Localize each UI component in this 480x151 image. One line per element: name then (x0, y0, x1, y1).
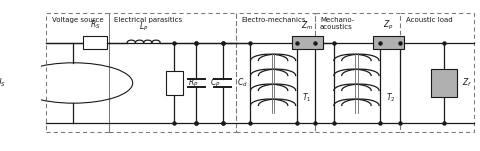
Text: $R_P$: $R_P$ (188, 77, 199, 89)
Text: Electro-mechanics: Electro-mechanics (241, 17, 306, 23)
Bar (236, 13, 315, 132)
Bar (84, 36, 108, 49)
Bar (166, 71, 183, 95)
Text: $C_d$: $C_d$ (237, 77, 247, 89)
Bar (108, 13, 236, 132)
Text: $L_P$: $L_P$ (139, 21, 148, 33)
Text: $Z_f$: $Z_f$ (462, 77, 472, 89)
Bar (432, 69, 457, 97)
Bar (400, 13, 474, 132)
Text: $C_P$: $C_P$ (210, 77, 221, 89)
Text: $Z_m$: $Z_m$ (301, 19, 313, 32)
Text: $R_S$: $R_S$ (90, 19, 101, 31)
Bar (315, 13, 400, 132)
Bar (46, 13, 108, 132)
Text: Electrical parasitics: Electrical parasitics (114, 17, 182, 23)
Text: $U_S$: $U_S$ (0, 77, 6, 89)
Text: $Z_p$: $Z_p$ (383, 19, 394, 32)
Text: $T_1$: $T_1$ (302, 92, 312, 104)
Text: Acoustic load: Acoustic load (406, 17, 452, 23)
Text: $T_2$: $T_2$ (385, 92, 395, 104)
Bar (373, 36, 404, 49)
Bar (292, 36, 323, 49)
Text: Mechano-
acoustics: Mechano- acoustics (320, 17, 354, 30)
Text: Voltage source: Voltage source (51, 17, 103, 23)
